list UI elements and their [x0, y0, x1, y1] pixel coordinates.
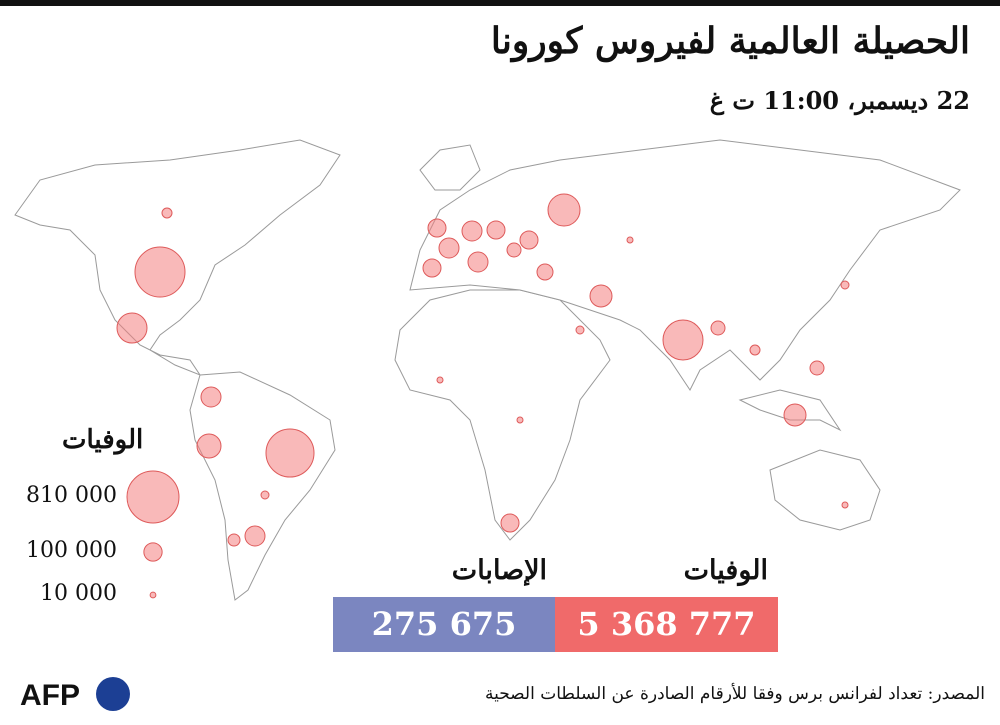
map-marker — [461, 220, 483, 242]
map-marker — [116, 312, 148, 344]
map-marker — [227, 533, 241, 547]
deaths-total: 5 368 777 — [555, 597, 778, 652]
map-marker — [438, 237, 460, 259]
map-marker — [809, 360, 825, 376]
map-marker — [710, 320, 726, 336]
cases-total: 275 675 124 — [333, 597, 555, 698]
map-marker — [427, 218, 447, 238]
legend-circles — [126, 470, 180, 599]
legend-circle — [149, 591, 157, 599]
map-marker — [547, 193, 581, 227]
map-marker — [536, 263, 554, 281]
map-marker — [265, 428, 315, 478]
legend-circle — [126, 470, 180, 524]
map-marker — [626, 236, 634, 244]
logo: AFP — [20, 679, 80, 712]
legend-circle — [143, 542, 163, 562]
map-marker — [134, 246, 186, 298]
logo-dot — [96, 677, 130, 711]
map-marker — [486, 220, 506, 240]
map-marker — [200, 386, 222, 408]
map-marker — [575, 325, 585, 335]
map-marker — [840, 280, 850, 290]
map-marker — [519, 230, 539, 250]
legend-label: 10 000 — [40, 581, 117, 606]
map-marker — [589, 284, 613, 308]
map-marker — [749, 344, 761, 356]
map-marker — [244, 525, 266, 547]
map-marker — [436, 376, 444, 384]
subtitle: 22 ديسمبر، 11:00 ت غ — [709, 86, 970, 115]
top-bar — [0, 0, 1000, 6]
map-marker — [506, 242, 522, 258]
cases-label: الإصابات — [451, 555, 547, 586]
markers — [116, 193, 850, 547]
source: المصدر: تعداد لفرانس برس وفقا للأرقام ال… — [484, 684, 985, 704]
map-marker — [260, 490, 270, 500]
title: الحصيلة العالمية لفيروس كورونا — [490, 20, 970, 62]
map-marker — [161, 207, 173, 219]
legend-title: الوفيات — [62, 425, 144, 455]
map-marker — [516, 416, 524, 424]
map-marker — [196, 433, 222, 459]
map-marker — [467, 251, 489, 273]
map-marker — [422, 258, 442, 278]
map-marker — [841, 501, 849, 509]
legend-label: 100 000 — [26, 538, 117, 563]
legend-label: 810 000 — [26, 483, 117, 508]
deaths-label: الوفيات — [683, 555, 768, 586]
map-marker — [662, 319, 704, 361]
map-marker — [783, 403, 807, 427]
map-marker — [500, 513, 520, 533]
